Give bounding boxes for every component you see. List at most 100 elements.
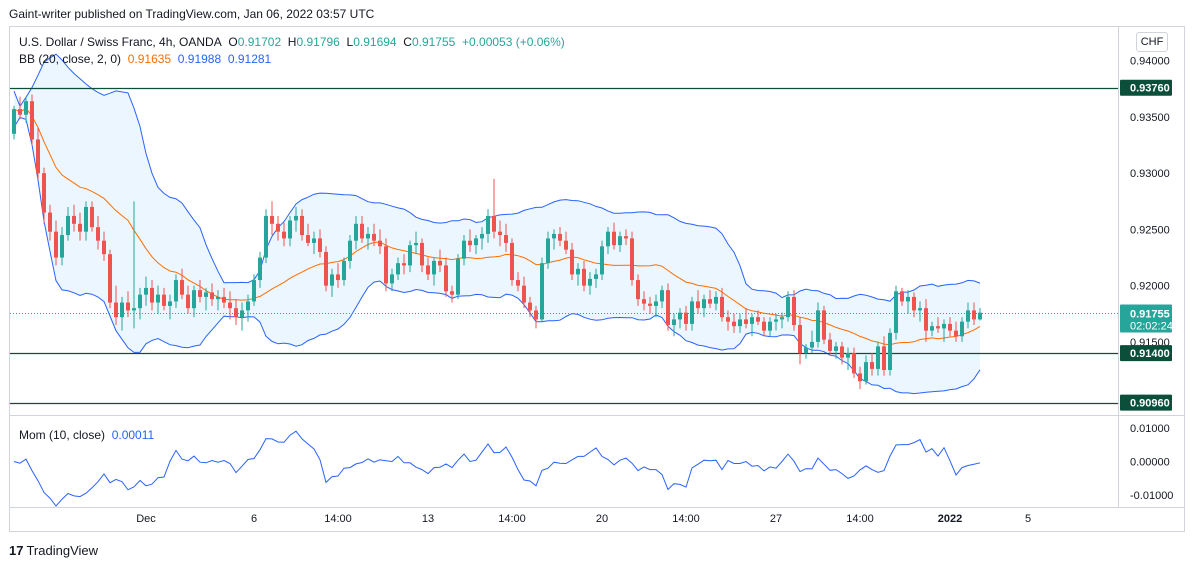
mom-legend: Mom (10, close) 0.00011: [19, 428, 154, 442]
close-value: 0.91755: [411, 35, 456, 49]
candle-body: [630, 238, 634, 281]
candle-body: [852, 353, 856, 374]
candle-body: [168, 301, 172, 306]
bb-lower-value: 0.91281: [227, 52, 272, 66]
candle-body: [864, 362, 868, 382]
high-value: 0.91796: [296, 35, 340, 49]
candle-body: [786, 296, 790, 318]
bb-label: BB (20, close, 2, 0): [19, 52, 122, 66]
candle-body: [468, 240, 472, 246]
time-tick-label: 27: [770, 513, 782, 525]
candle-body: [600, 246, 604, 275]
mom-value: 0.00011: [111, 428, 155, 442]
candle-body: [618, 236, 622, 246]
candle-body: [240, 310, 244, 318]
publisher-line: Gaint-writer published on TradingView.co…: [9, 7, 375, 21]
candle-body: [132, 308, 136, 311]
change-value: +0.00053 (+0.06%): [462, 35, 565, 49]
candlestick-series: [12, 94, 982, 390]
candle-body: [690, 301, 694, 324]
bb-fill: [14, 54, 980, 394]
candle-body: [522, 285, 526, 303]
candle-body: [264, 215, 268, 258]
candle-body: [150, 287, 154, 303]
candle-body: [414, 242, 418, 246]
candle-body: [36, 139, 40, 174]
time-tick-label: 14:00: [672, 513, 700, 525]
candle-body: [642, 299, 646, 304]
candle-body: [918, 308, 922, 311]
candle-body: [90, 206, 94, 228]
candle-body: [114, 302, 118, 318]
candle-body: [318, 238, 322, 252]
candle-body: [534, 310, 538, 320]
level-tag-label: 0.91400: [1130, 348, 1170, 360]
time-tick-label: 14:00: [324, 513, 352, 525]
tradingview-logo: 17: [9, 543, 24, 558]
candle-body: [420, 242, 424, 266]
candle-body: [840, 346, 844, 358]
candle-body: [768, 321, 772, 331]
candle-body: [756, 317, 760, 322]
candle-body: [744, 319, 748, 324]
candle-body: [84, 206, 88, 232]
candle-body: [162, 294, 166, 306]
candle-body: [588, 278, 592, 286]
candle-body: [810, 341, 814, 348]
currency-button[interactable]: CHF: [1136, 32, 1168, 52]
low-label: L: [346, 35, 354, 49]
price-tick-label: 0.93000: [1130, 168, 1170, 180]
candle-body: [564, 240, 568, 250]
time-tick-label: 2022: [938, 513, 962, 525]
bb-lower-line: [13, 116, 981, 395]
horizontal-levels: [10, 87, 1118, 405]
candle-body: [330, 274, 334, 286]
candle-body: [426, 265, 430, 275]
candle-body: [660, 290, 664, 302]
price-axis: 0.940000.935000.930000.925000.920000.915…: [1120, 56, 1173, 502]
mom-tick-label: 0.00000: [1130, 457, 1170, 469]
candle-body: [294, 215, 298, 221]
candle-body: [18, 109, 22, 115]
candle-body: [138, 294, 142, 309]
candle-body: [696, 301, 700, 309]
last-price-tag: [1120, 304, 1172, 333]
candle-body: [42, 173, 46, 213]
countdown-label: 02:02:24: [1130, 321, 1173, 333]
price-tick-label: 0.92000: [1130, 281, 1170, 293]
candle-body: [516, 280, 520, 286]
candle-body: [78, 223, 82, 232]
candle-body: [714, 296, 718, 304]
candle-body: [804, 347, 808, 354]
level-tag: [1120, 394, 1172, 411]
open-value: 0.91702: [237, 35, 282, 49]
candle-body: [30, 101, 34, 140]
price-tick-label: 0.93500: [1130, 112, 1170, 124]
candle-body: [492, 215, 496, 232]
candle-body: [306, 235, 310, 243]
candle-body: [750, 317, 754, 324]
candle-body: [720, 296, 724, 318]
candle-body: [966, 310, 970, 322]
candle-body: [108, 254, 112, 303]
candle-body: [828, 339, 832, 351]
mom-tick-label: 0.01000: [1130, 423, 1170, 435]
candle-body: [822, 310, 826, 340]
candle-body: [798, 325, 802, 354]
candle-body: [456, 258, 460, 295]
level-tag: [1120, 345, 1172, 362]
candle-body: [498, 231, 502, 236]
close-label: C: [403, 35, 412, 49]
candle-body: [510, 242, 514, 281]
candle-body: [558, 233, 562, 241]
candle-body: [216, 296, 220, 300]
candle-body: [636, 280, 640, 300]
candle-body: [888, 332, 892, 371]
open-label: O: [228, 35, 238, 49]
candle-body: [48, 212, 52, 232]
symbol-name: U.S. Dollar / Swiss Franc, 4h, OANDA: [19, 35, 222, 49]
candle-body: [876, 346, 880, 369]
candle-body: [954, 330, 958, 337]
candle-body: [144, 287, 148, 295]
